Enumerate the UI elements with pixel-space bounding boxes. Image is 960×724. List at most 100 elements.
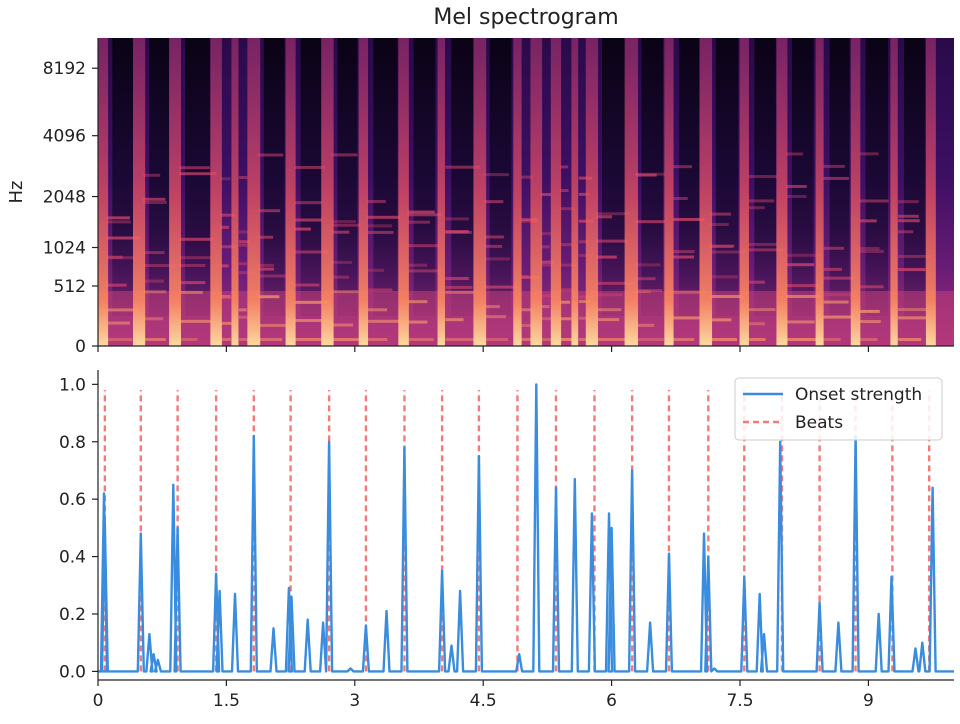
- spectrogram-harmonic: [595, 318, 620, 322]
- spectrogram-dark-regions: [98, 38, 954, 346]
- spectrogram-harmonic: [859, 247, 880, 251]
- spectrogram-harmonic: [331, 290, 359, 294]
- spectrogram-harmonic: [559, 317, 572, 321]
- spectrogram-harmonic: [595, 281, 633, 285]
- spectrogram-harmonic: [331, 223, 361, 227]
- spectrogram-harmonic: [179, 172, 217, 176]
- spectrogram-harmonic: [106, 216, 130, 220]
- spectrogram-harmonic: [106, 236, 141, 240]
- spectrogram-onset-column: [739, 38, 749, 346]
- spectrogram-y-label: Hz: [6, 181, 27, 204]
- spectrogram-harmonic: [672, 338, 695, 341]
- spectrogram-harmonic: [238, 243, 248, 247]
- spectrogram-onset-column: [358, 38, 369, 346]
- spectrogram-harmonic: [238, 262, 248, 266]
- spectrogram-harmonic: [483, 235, 504, 239]
- spectrogram-harmonic: [635, 172, 665, 176]
- onset-x-tick-label: 7.5: [726, 691, 753, 711]
- spectrogram-harmonic: [595, 255, 617, 259]
- spectrogram-harmonic: [785, 194, 807, 198]
- spectrogram-harmonic-bands: [106, 152, 932, 341]
- onset-x-ticks: 0 1.5 3 4.5 6 7.5 9: [93, 680, 874, 711]
- spectrogram-harmonic: [521, 308, 533, 312]
- spectrogram-y-tick-label: 2048: [43, 188, 86, 208]
- spectrogram-harmonic: [143, 173, 161, 177]
- spectrogram-harmonic: [859, 309, 880, 313]
- spectrogram-harmonic: [407, 320, 428, 324]
- spectrogram-harmonic: [709, 275, 738, 279]
- spectrogram-quiet-region: [678, 38, 700, 316]
- spectrogram-harmonic: [483, 305, 500, 309]
- spectrogram-harmonic: [578, 240, 589, 244]
- spectrogram-harmonic: [521, 175, 533, 179]
- spectrogram-harmonic: [635, 277, 656, 281]
- spectrogram-harmonic: [331, 275, 350, 279]
- spectrogram-harmonic: [483, 257, 511, 261]
- spectrogram-onset-columns: [98, 38, 936, 346]
- spectrogram-harmonic: [595, 239, 628, 243]
- spectrogram-harmonic: [483, 173, 510, 177]
- spectrogram-harmonic: [257, 323, 288, 327]
- spectrogram-harmonic: [748, 248, 784, 252]
- spectrogram-onset-column: [550, 38, 562, 346]
- spectrogram-harmonic: [898, 268, 926, 272]
- spectrogram-harmonic: [559, 263, 577, 267]
- spectrogram-harmonic: [785, 184, 807, 188]
- spectrogram-harmonic: [672, 290, 706, 294]
- spectrogram-harmonic: [106, 256, 135, 260]
- spectrogram-harmonic: [367, 230, 394, 234]
- spectrogram-harmonic: [331, 220, 356, 224]
- spectrogram-harmonic: [823, 315, 854, 319]
- spectrogram-harmonic: [445, 338, 476, 341]
- spectrogram-harmonic: [559, 300, 571, 304]
- spectrogram-harmonic: [407, 263, 428, 267]
- spectrogram-harmonic: [709, 244, 735, 248]
- spectrogram-harmonic: [521, 275, 530, 279]
- spectrogram-onset-column: [585, 38, 599, 346]
- spectrogram-harmonic: [859, 199, 889, 203]
- spectrogram-harmonic: [179, 290, 203, 294]
- spectrogram-harmonic: [483, 244, 503, 248]
- spectrogram-panel: [98, 38, 954, 346]
- spectrogram-harmonic: [106, 338, 133, 341]
- spectrogram-harmonic: [823, 267, 843, 271]
- spectrogram-harmonic: [179, 263, 206, 267]
- spectrogram-harmonic: [257, 267, 275, 271]
- spectrogram-y-tick-label: 8192: [43, 59, 86, 79]
- spectrogram-harmonic: [143, 264, 176, 268]
- spectrogram-harmonic: [559, 189, 569, 193]
- spectrogram-harmonic: [294, 227, 311, 231]
- spectrogram-harmonic: [257, 274, 286, 278]
- spectrogram-y-tick-label: 4096: [43, 127, 86, 147]
- spectrogram-harmonic: [143, 279, 165, 283]
- onset-x-tick-label: 3: [349, 691, 360, 711]
- spectrogram-harmonic: [540, 338, 555, 341]
- spectrogram-onset-column: [513, 38, 522, 346]
- spectrogram-quiet-region: [865, 38, 889, 316]
- spectrogram-harmonic: [785, 284, 820, 288]
- spectrogram-harmonic: [709, 223, 729, 227]
- spectrogram-onset-column: [247, 38, 261, 346]
- spectrogram-harmonic: [294, 218, 323, 222]
- spectrogram-title: Mel spectrogram: [433, 5, 618, 30]
- spectrogram-harmonic: [521, 323, 536, 327]
- spectrogram-harmonic: [294, 201, 323, 205]
- spectrogram-onset-column: [571, 38, 579, 346]
- spectrogram-onset-column: [231, 38, 239, 346]
- spectrogram-harmonic: [483, 338, 508, 341]
- spectrogram-harmonic: [294, 300, 329, 304]
- spectrogram-harmonic: [521, 338, 535, 341]
- spectrogram-harmonic: [294, 283, 320, 287]
- spectrogram-harmonic: [559, 243, 572, 247]
- spectrogram-harmonic: [220, 245, 237, 249]
- spectrogram-harmonic: [220, 225, 229, 229]
- spectrogram-onset-column: [890, 38, 898, 346]
- spectrogram-harmonic: [595, 215, 612, 219]
- spectrogram-harmonic: [294, 165, 326, 169]
- spectrogram-harmonic: [407, 338, 434, 341]
- spectrogram-onset-column: [850, 38, 861, 346]
- spectrogram-harmonic: [859, 152, 879, 156]
- onset-x-tick-label: 6: [606, 691, 617, 711]
- spectrogram-onset-column: [132, 38, 146, 346]
- spectrogram-quiet-region: [791, 38, 814, 316]
